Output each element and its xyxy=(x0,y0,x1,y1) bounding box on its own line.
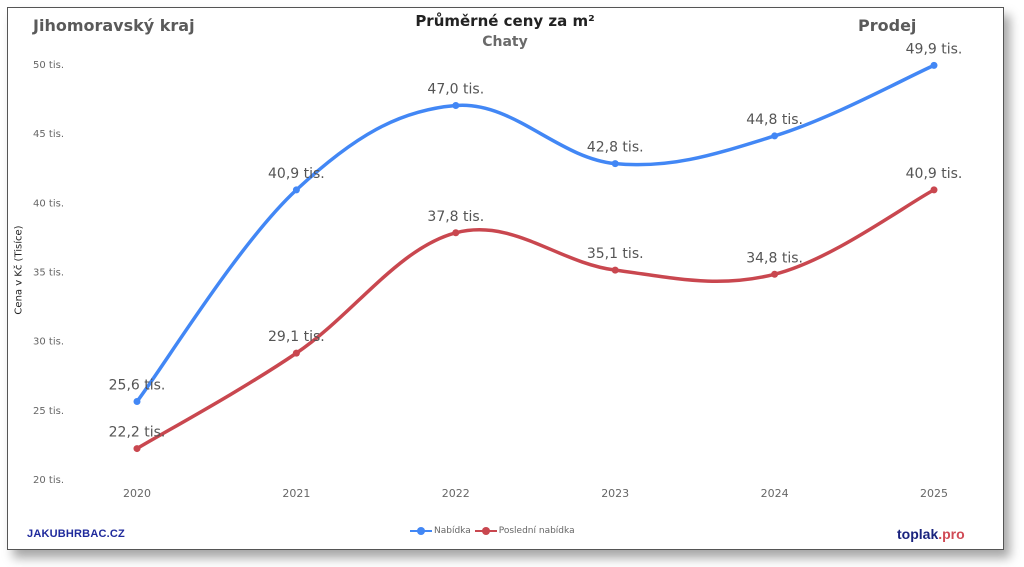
data-point-marker[interactable] xyxy=(930,186,938,194)
data-point-marker[interactable] xyxy=(452,102,460,109)
data-point-marker[interactable] xyxy=(771,132,779,140)
watermark-toplak: toplak.pro xyxy=(897,526,965,542)
data-label: 49,9 tis. xyxy=(906,41,963,57)
data-point-marker[interactable] xyxy=(133,445,141,453)
y-tick-label: 20 tis. xyxy=(33,475,64,486)
legend-item-nabidka[interactable]: Nabídka xyxy=(410,526,471,536)
mode-label: Prodej xyxy=(858,16,917,35)
y-tick-label: 25 tis. xyxy=(33,406,64,417)
data-label: 37,8 tis. xyxy=(427,209,484,225)
y-tick-label: 35 tis. xyxy=(33,268,64,279)
x-tick-label: 2025 xyxy=(920,487,948,500)
data-point-marker[interactable] xyxy=(930,61,938,69)
x-tick-label: 2024 xyxy=(761,487,789,500)
region-label: Jihomoravský kraj xyxy=(33,16,195,35)
y-tick-label: 50 tis. xyxy=(33,60,64,71)
x-tick-label: 2020 xyxy=(123,487,151,500)
chart-title: Průměrné ceny za m² xyxy=(415,12,595,30)
chart-legend: Nabídka Poslední nabídka xyxy=(410,526,579,536)
y-tick-label: 45 tis. xyxy=(33,129,64,140)
data-point-marker[interactable] xyxy=(452,229,460,237)
data-point-marker[interactable] xyxy=(771,270,779,278)
legend-marker-icon xyxy=(474,527,497,535)
series-line-posledni-nabidka xyxy=(135,188,936,451)
data-label: 29,1 tis. xyxy=(268,329,325,345)
data-point-marker[interactable] xyxy=(133,398,141,406)
data-label: 42,8 tis. xyxy=(587,140,644,156)
data-point-marker[interactable] xyxy=(611,160,619,168)
data-label: 25,6 tis. xyxy=(109,378,166,394)
data-label: 40,9 tis. xyxy=(268,166,325,182)
watermark-toplak-suffix: .pro xyxy=(938,526,965,542)
data-label: 44,8 tis. xyxy=(746,112,803,128)
data-label: 47,0 tis. xyxy=(427,82,484,98)
data-label: 34,8 tis. xyxy=(746,250,803,266)
x-tick-label: 2022 xyxy=(442,487,470,500)
data-label: 35,1 tis. xyxy=(587,246,644,262)
series-line-nabidka xyxy=(135,63,936,404)
legend-marker-icon xyxy=(410,527,432,535)
watermark-toplak-main: toplak xyxy=(897,526,939,542)
y-tick-label: 30 tis. xyxy=(33,337,64,348)
legend-label: Poslední nabídka xyxy=(498,526,575,536)
legend-label: Nabídka xyxy=(434,526,471,536)
legend-item-posledni-nabidka[interactable]: Poslední nabídka xyxy=(474,526,575,536)
data-label: 40,9 tis. xyxy=(906,166,963,182)
y-tick-label: 40 tis. xyxy=(33,198,64,209)
chart-subtitle: Chaty xyxy=(482,34,528,50)
x-tick-label: 2023 xyxy=(601,487,629,500)
watermark-jakubhrbac: JAKUBHRBAC.CZ xyxy=(27,528,125,540)
x-tick-label: 2021 xyxy=(282,487,310,500)
chart-frame xyxy=(7,7,1004,550)
data-point-marker[interactable] xyxy=(611,266,619,274)
data-label: 22,2 tis. xyxy=(109,425,166,441)
data-point-marker[interactable] xyxy=(292,349,300,357)
data-point-marker[interactable] xyxy=(292,186,300,194)
